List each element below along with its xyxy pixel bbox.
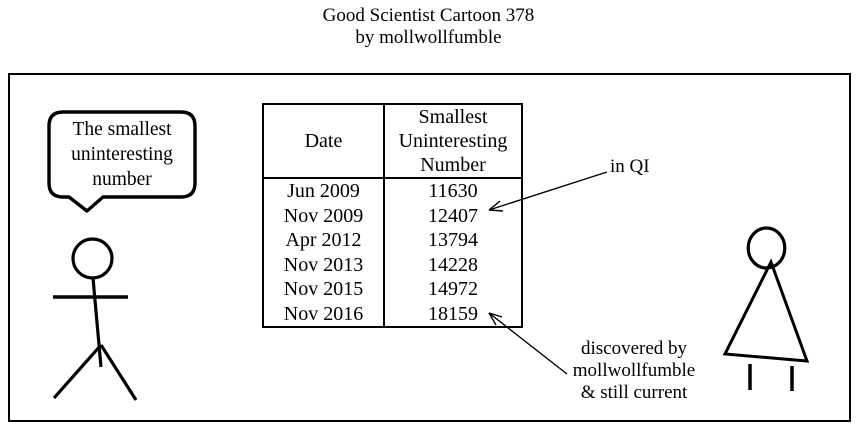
- table-header-date: Date: [263, 104, 385, 179]
- table-cell-number: 18159: [428, 302, 478, 325]
- table-cell-number: 12407: [428, 204, 478, 227]
- female-figure-dress: [722, 258, 810, 363]
- table-row: Nov 2013 14228: [263, 252, 522, 277]
- arrow-to-18159: [488, 312, 568, 375]
- male-figure-body: [91, 277, 103, 368]
- male-figure-left-leg: [52, 343, 103, 400]
- cartoon-title-block: Good Scientist Cartoon 378 by mollwollfu…: [0, 5, 857, 49]
- female-figure-head: [746, 226, 787, 270]
- table-row: Nov 2015 14972: [263, 277, 522, 302]
- table-header-row: Date Smallest Uninteresting Number: [263, 104, 522, 179]
- table-cell-date: Nov 2009: [263, 203, 385, 228]
- female-stick-figure: [722, 226, 810, 391]
- table-cell-date: Jun 2009: [263, 178, 385, 204]
- table-cell-number: 11630: [428, 180, 478, 202]
- smallest-uninteresting-number-table: Date Smallest Uninteresting Number Jun 2…: [262, 103, 523, 328]
- annotation-in-qi: in QI: [610, 156, 650, 177]
- table-cell-number: 13794: [428, 229, 478, 251]
- cartoon-title: Good Scientist Cartoon 378: [322, 5, 535, 26]
- table-row: Jun 2009 11630: [263, 178, 522, 204]
- cartoon-byline: by mollwollfumble: [355, 27, 502, 48]
- male-figure-head: [71, 237, 114, 280]
- table-cell-date: Nov 2016: [263, 301, 385, 327]
- table-cell-number: 14972: [428, 278, 478, 300]
- table-cell-number: 14228: [428, 253, 478, 276]
- annotation-discovered: discovered by mollwollfumble & still cur…: [572, 338, 696, 403]
- male-stick-figure: [52, 237, 138, 401]
- table-header-number: Smallest Uninteresting Number: [384, 104, 522, 179]
- speech-bubble-text: The smallest uninteresting number: [71, 119, 173, 190]
- male-figure-right-leg: [99, 344, 138, 401]
- table-row: Nov 2016 18159: [263, 301, 522, 327]
- speech-bubble: [47, 110, 197, 213]
- table-row: Apr 2012 13794: [263, 228, 522, 253]
- arrow-to-12407: [488, 171, 608, 212]
- table-cell-date: Nov 2013: [263, 252, 385, 277]
- table-cell-date: Apr 2012: [263, 228, 385, 253]
- table-cell-date: Nov 2015: [263, 277, 385, 302]
- cartoon-frame: [8, 73, 851, 422]
- table-row: Nov 2009 12407: [263, 203, 522, 228]
